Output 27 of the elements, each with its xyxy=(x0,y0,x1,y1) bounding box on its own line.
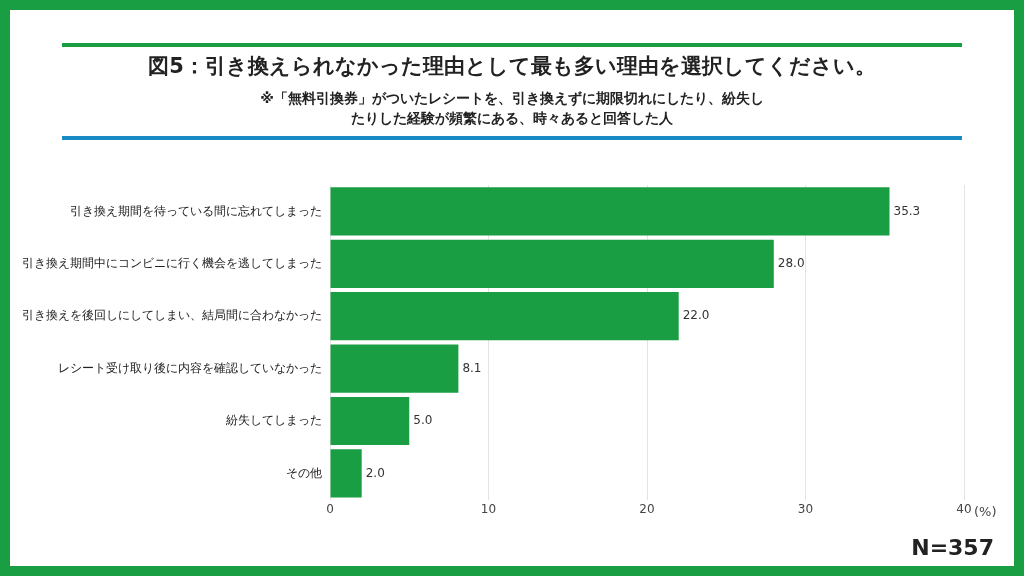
x-tick-label: 0 xyxy=(326,501,334,516)
x-tick-label: 20 xyxy=(639,501,655,516)
y-tick-label: 引き換え期間中にコンビニに行く機会を逃してしまった xyxy=(22,255,322,270)
data-label: 28.0 xyxy=(777,255,805,270)
bar xyxy=(330,344,459,393)
x-axis-title: (%) xyxy=(974,504,997,520)
text: N=357 xyxy=(911,535,994,560)
bar xyxy=(330,449,362,498)
y-tick-label: 引き換え期間を待っている間に忘れてしまった xyxy=(70,203,322,218)
x-tick-label: 10 xyxy=(480,501,497,516)
chart-subtitle: ※「無料引換券」がついたレシートを、引き換えずに期限切れにしたり、紛失したりした経験が頻繁にある、時々あると回答した人 xyxy=(259,89,765,128)
y-tick-label: レシート受け取り後に内容を確認していなかった xyxy=(58,360,322,375)
data-label: 22.0 xyxy=(682,308,710,323)
data-label: 5.0 xyxy=(413,413,433,428)
y-tick-label: 引き換えを後回しにしてしまい、結局間に合わなかった xyxy=(22,308,322,323)
bar xyxy=(330,292,679,341)
bar xyxy=(330,239,774,288)
bar xyxy=(330,396,410,446)
bar xyxy=(330,187,890,236)
x-tick-label: 40 xyxy=(956,501,972,516)
x-tick-label: 30 xyxy=(797,501,814,516)
data-label: 35.3 xyxy=(893,203,921,218)
y-tick-label: 紛失してしまった xyxy=(225,413,322,428)
data-label: 8.1 xyxy=(462,360,482,375)
y-tick-label: その他 xyxy=(286,465,322,480)
data-label: 2.0 xyxy=(365,465,385,480)
chart-title: 図5：引き換えられなかった理由として最も多い理由を選択してください。 xyxy=(147,53,877,80)
